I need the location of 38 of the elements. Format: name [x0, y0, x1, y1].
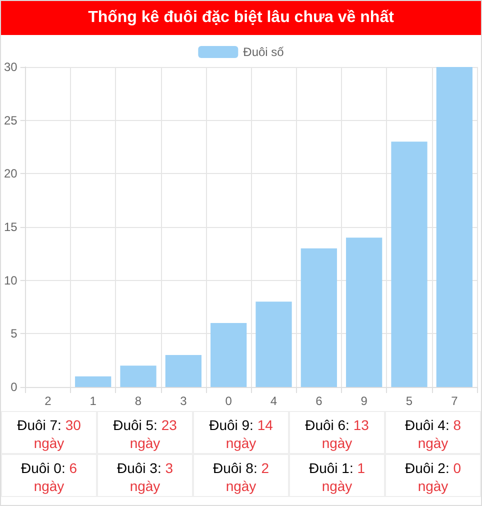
x-tick-label: 2 — [44, 394, 52, 408]
y-tick-label: 20 — [4, 166, 18, 181]
text: Đuôi 5: 23 ngày — [113, 417, 177, 451]
bar — [165, 355, 202, 387]
y-tick-label: 10 — [4, 273, 18, 288]
bar — [256, 302, 292, 387]
text: Đuôi 9: 14 ngày — [209, 417, 273, 451]
text: Đuôi 3: 3 ngày — [116, 460, 174, 494]
text: Đuôi 6: 13 ngày — [305, 417, 369, 451]
bar — [210, 323, 247, 387]
text: Đuôi 7: 30 ngày — [17, 417, 81, 451]
text: Đuôi 0: 6 ngày — [20, 460, 78, 494]
y-tick-label: 0 — [10, 380, 18, 394]
x-tick-label: 9 — [360, 394, 368, 408]
bar — [436, 67, 472, 387]
chart-title: Thống kê đuôi đặc biệt lâu chưa về nhất — [1, 1, 481, 35]
text: Đuôi 4: 8 ngày — [404, 417, 462, 451]
x-tick-label: 3 — [180, 394, 188, 408]
x-tick-label: 6 — [316, 394, 323, 408]
x-tick-label: 5 — [406, 394, 413, 408]
x-tick-label: 8 — [134, 394, 142, 408]
y-tick-label: 25 — [4, 113, 18, 128]
y-tick-label: 5 — [10, 326, 18, 341]
x-tick-label: 0 — [225, 394, 232, 408]
legend-label: Đuôi số — [243, 45, 284, 59]
text: Đuôi 1: 1 ngày — [308, 460, 366, 494]
bar — [120, 366, 156, 387]
bar — [391, 142, 428, 387]
text: Đuôi 8: 2 ngày — [212, 460, 270, 494]
x-tick-label: 1 — [90, 394, 97, 408]
bar — [300, 248, 337, 387]
x-tick-label: 4 — [270, 394, 278, 408]
text: Đuôi 2: 0 ngày — [404, 460, 462, 494]
bar — [75, 376, 112, 387]
y-tick-label: 15 — [4, 220, 18, 234]
y-tick-label: 30 — [4, 60, 18, 74]
x-tick-label: 7 — [451, 394, 458, 408]
bar — [346, 238, 382, 387]
